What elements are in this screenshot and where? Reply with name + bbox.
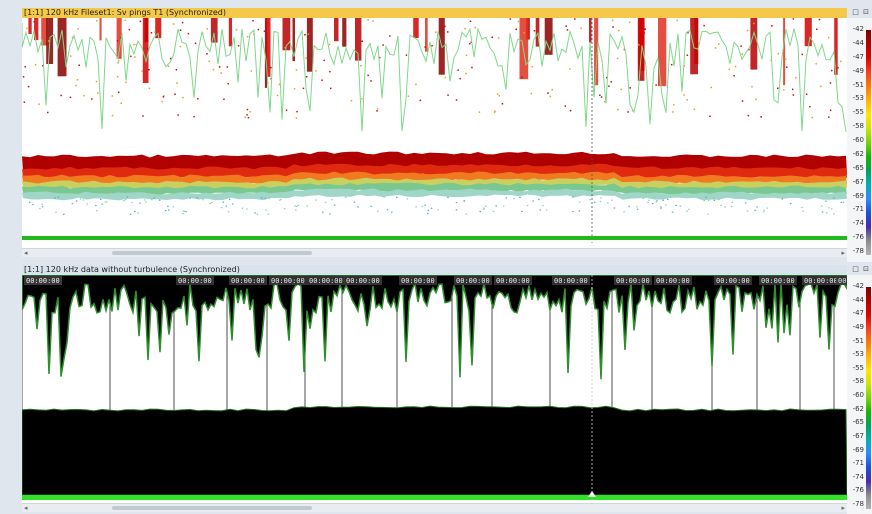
color-scale-label: -49 bbox=[852, 322, 864, 331]
color-scale-label: -74 bbox=[852, 219, 864, 228]
interval-label: 00:00:00 bbox=[614, 276, 652, 285]
svg-text:00:00:00: 00:00:00 bbox=[26, 277, 60, 285]
color-scale-label: -60 bbox=[852, 136, 864, 144]
top-window-buttons[interactable]: □ ⊡ bbox=[852, 8, 870, 16]
svg-text:00:00:00: 00:00:00 bbox=[456, 277, 490, 285]
scroll-left-icon[interactable]: ◂ bbox=[24, 249, 28, 257]
color-scale-label: -51 bbox=[852, 336, 864, 345]
interval-label: 00:00:00 bbox=[759, 276, 797, 285]
color-scale-label: -58 bbox=[852, 122, 864, 131]
color-scale-label: -62 bbox=[852, 404, 864, 413]
color-scale-label: -74 bbox=[852, 472, 864, 481]
color-scale-label: -71 bbox=[852, 459, 864, 468]
color-scale-label: -65 bbox=[852, 418, 864, 427]
bottom-panel-title: [1:1] 120 kHz data without turbulence (S… bbox=[24, 265, 240, 274]
color-scale-label: -69 bbox=[852, 445, 864, 454]
top-echogram-plot[interactable] bbox=[22, 18, 847, 248]
interval-label: 00:00:00 bbox=[494, 276, 532, 285]
color-scale-label: -76 bbox=[852, 233, 864, 242]
svg-text:00:00:00: 00:00:00 bbox=[271, 277, 305, 285]
svg-text:00:00:00: 00:00:00 bbox=[178, 277, 212, 285]
svg-text:00:00:00: 00:00:00 bbox=[716, 277, 750, 285]
cursor-marker-icon[interactable] bbox=[588, 491, 596, 497]
bottom-echogram-panel: [1:1] 120 kHz data without turbulence (S… bbox=[0, 262, 872, 514]
left-gutter bbox=[0, 0, 22, 262]
interval-label: 00:00:00 bbox=[714, 276, 752, 285]
bottom-horizontal-scrollbar[interactable]: ◂ ▸ bbox=[22, 503, 847, 512]
scroll-thumb[interactable] bbox=[112, 506, 312, 510]
color-scale-label: -67 bbox=[852, 431, 864, 440]
color-scale-label: -55 bbox=[852, 108, 864, 117]
svg-text:00:00:00: 00:00:00 bbox=[346, 277, 380, 285]
color-scale-label: -55 bbox=[852, 363, 864, 372]
scroll-right-icon[interactable]: ▸ bbox=[841, 504, 845, 512]
color-scale-bar bbox=[866, 287, 871, 509]
svg-text:00:00:00: 00:00:00 bbox=[838, 277, 847, 285]
interval-label: 00:00:00 bbox=[344, 276, 382, 285]
color-scale-label: -76 bbox=[852, 486, 864, 495]
bottom-window-buttons[interactable]: □ ⊡ bbox=[852, 265, 870, 273]
interval-label: 00:00:00 bbox=[176, 276, 214, 285]
svg-text:00:00:00: 00:00:00 bbox=[309, 277, 343, 285]
bottom-echogram-plot[interactable]: 00:06:0700:00:0000:00:0000:00:0000:00:00… bbox=[22, 275, 847, 503]
svg-text:00:00:00: 00:00:00 bbox=[401, 277, 435, 285]
scroll-right-icon[interactable]: ▸ bbox=[841, 249, 845, 257]
color-scale-label: -44 bbox=[852, 38, 864, 47]
color-scale-label: -69 bbox=[852, 191, 864, 200]
interval-label: 00:00:00 bbox=[229, 276, 267, 285]
color-scale-label: -53 bbox=[852, 350, 864, 359]
svg-text:00:00:00: 00:00:00 bbox=[231, 277, 265, 285]
top-echogram-panel: [1:1] 120 kHz Fileset1: Sv pings T1 (Syn… bbox=[0, 0, 872, 262]
svg-text:00:00:00: 00:00:00 bbox=[656, 277, 690, 285]
color-scale-label: -49 bbox=[852, 66, 864, 75]
color-scale-label: -60 bbox=[852, 391, 864, 399]
scroll-left-icon[interactable]: ◂ bbox=[24, 504, 28, 512]
interval-label: 00:00:00 bbox=[654, 276, 692, 285]
color-scale-label: -71 bbox=[852, 205, 864, 214]
top-horizontal-scrollbar[interactable]: ◂ ▸ bbox=[22, 248, 847, 257]
svg-text:00:00:00: 00:00:00 bbox=[616, 277, 650, 285]
left-gutter bbox=[0, 262, 22, 514]
interval-label: 00:00:00 bbox=[307, 276, 345, 285]
bottom-line bbox=[22, 236, 847, 240]
color-scale-label: -62 bbox=[852, 149, 864, 158]
bottom-panel-titlebar[interactable]: [1:1] 120 kHz data without turbulence (S… bbox=[22, 265, 847, 275]
color-scale-label: -53 bbox=[852, 94, 864, 103]
svg-text:00:00:00: 00:00:00 bbox=[804, 277, 838, 285]
bottom-line bbox=[22, 495, 847, 500]
interval-label: 00:00:00 bbox=[836, 276, 847, 285]
interval-label: 00:00:00 bbox=[399, 276, 437, 285]
interval-label: 00:00:00 bbox=[269, 276, 307, 285]
color-scale-label: -42 bbox=[852, 25, 864, 33]
interval-label: 00:00:00 bbox=[552, 276, 590, 285]
color-scale-label: -42 bbox=[852, 282, 864, 290]
color-scale-label: -47 bbox=[852, 309, 864, 318]
color-scale-bar bbox=[866, 30, 871, 255]
color-scale-label: -44 bbox=[852, 295, 864, 304]
svg-text:00:00:00: 00:00:00 bbox=[496, 277, 530, 285]
color-scale-label: -58 bbox=[852, 377, 864, 386]
color-scale-label: -51 bbox=[852, 80, 864, 89]
top-panel-title: [1:1] 120 kHz Fileset1: Sv pings T1 (Syn… bbox=[24, 8, 226, 17]
svg-text:00:00:00: 00:00:00 bbox=[554, 277, 588, 285]
bottom-color-scale: -42 -44 -47 -49 -51 -53 -55 -58 -60 -62 -65 -67 -69 -… bbox=[847, 275, 872, 514]
interval-label: 00:00:00 bbox=[24, 276, 62, 285]
bottom-echogram-canvas[interactable]: 00:06:0700:00:0000:00:0000:00:0000:00:00… bbox=[22, 275, 847, 503]
svg-text:00:00:00: 00:00:00 bbox=[761, 277, 795, 285]
interval-label: 00:00:00 bbox=[454, 276, 492, 285]
interval-label: 00:00:00 bbox=[802, 276, 840, 285]
color-scale-label: -78 bbox=[852, 247, 864, 255]
top-color-scale: -42 -44 -47 -49 -51 -53 -55 -58 -60 -62 -65 -67 -69 -… bbox=[847, 18, 872, 262]
color-scale-label: -65 bbox=[852, 163, 864, 172]
scroll-thumb[interactable] bbox=[112, 251, 312, 255]
top-panel-titlebar[interactable]: [1:1] 120 kHz Fileset1: Sv pings T1 (Syn… bbox=[22, 8, 847, 18]
color-scale-label: -47 bbox=[852, 52, 864, 61]
top-echogram-canvas[interactable] bbox=[22, 18, 847, 248]
color-scale-label: -78 bbox=[852, 500, 864, 508]
color-scale-label: -67 bbox=[852, 177, 864, 186]
